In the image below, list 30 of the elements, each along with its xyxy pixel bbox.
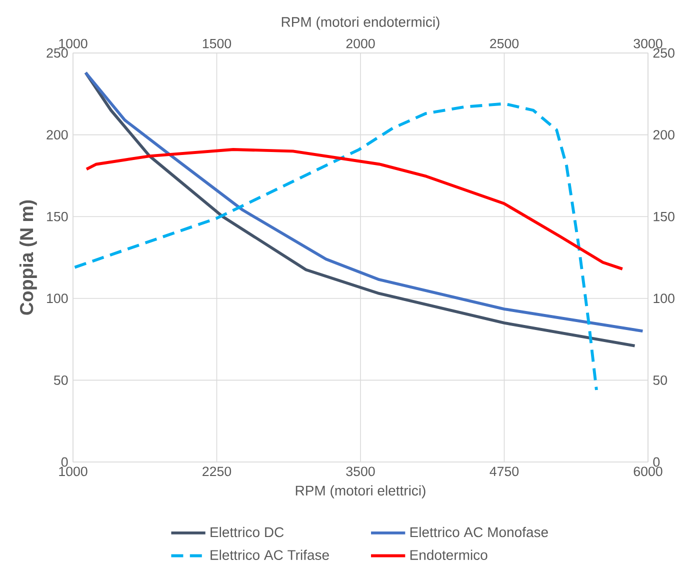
y-tick-label: 0 <box>61 457 68 467</box>
y2-tick-label: 200 <box>653 130 674 140</box>
x2-tick-label: 3000 <box>634 38 662 48</box>
x2-tick-label: 2000 <box>346 38 375 48</box>
x-axis-title: RPM (motori elettrici) <box>296 485 426 498</box>
x-tick-label: 6000 <box>634 466 662 476</box>
x-tick-label: 4750 <box>490 466 519 476</box>
y-tick-label: 150 <box>47 212 68 222</box>
y-tick-label: 50 <box>54 375 68 385</box>
x-tick-label: 1000 <box>59 466 88 476</box>
line-series <box>73 102 598 392</box>
y-tick-label: 200 <box>46 130 68 140</box>
x2-axis-title: RPM (motori endotermici) <box>282 16 440 30</box>
x2-tick-label: 2500 <box>490 38 519 48</box>
legend-label: Elettrico DC <box>210 526 284 538</box>
y2-tick-label: 250 <box>653 48 674 58</box>
legend-label: Elettrico AC Monofase <box>410 526 548 538</box>
y2-tick-label: 0 <box>653 457 660 467</box>
x2-tick-label: 1000 <box>59 38 88 48</box>
y-tick-label: 250 <box>46 48 68 58</box>
legend-label: Elettrico AC Trifase <box>210 550 329 560</box>
x-tick-label: 2250 <box>202 466 232 476</box>
x-tick-label: 3500 <box>346 466 375 476</box>
legend-label: Endotermico <box>410 550 488 560</box>
y2-tick-label: 50 <box>653 375 668 385</box>
y-axis-title: Coppia (N m) <box>19 200 37 315</box>
y2-tick-label: 150 <box>654 212 674 222</box>
y2-tick-label: 100 <box>654 294 674 304</box>
x2-tick-label: 1500 <box>202 38 232 48</box>
y-tick-label: 100 <box>47 294 68 304</box>
